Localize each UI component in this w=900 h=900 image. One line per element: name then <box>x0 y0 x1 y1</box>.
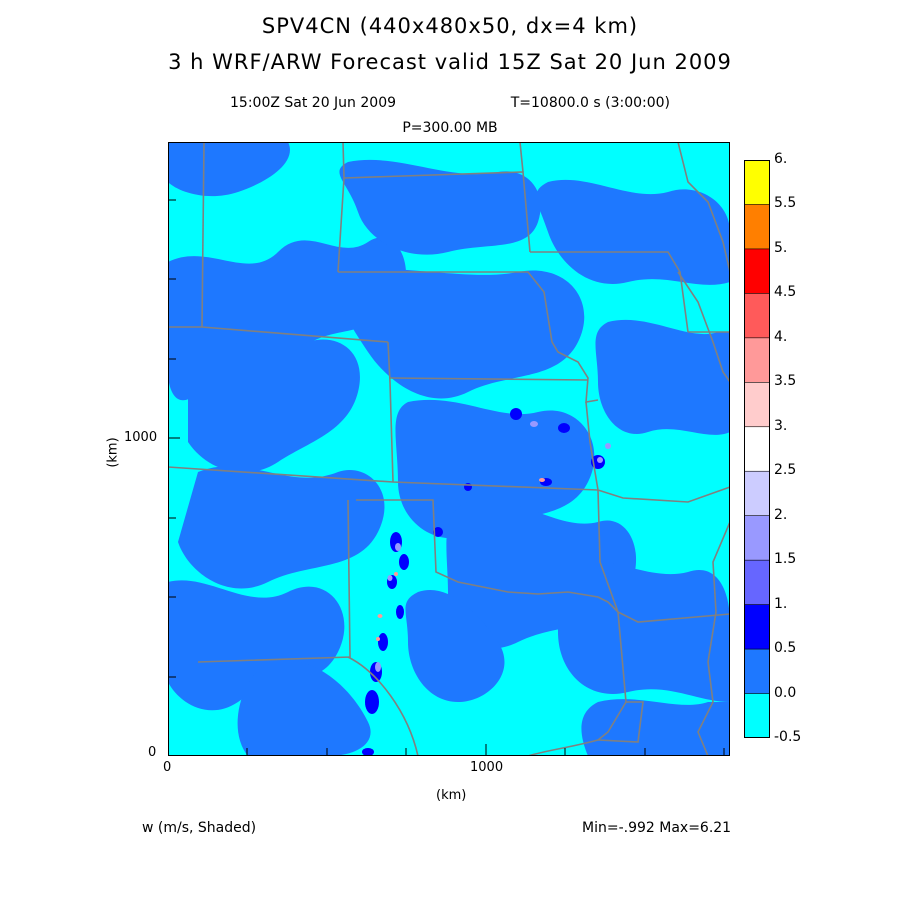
colorbar-label: 5.5 <box>774 195 797 212</box>
colorbar-swatch <box>744 693 770 738</box>
colorbar-label: 1. <box>774 595 788 612</box>
colorbar-swatch <box>744 160 770 206</box>
colorbar-swatch <box>744 426 770 473</box>
colorbar-swatch <box>744 337 770 384</box>
colorbar-label: 0.0 <box>774 684 797 701</box>
valid-time-label: 15:00Z Sat 20 Jun 2009 <box>230 95 397 111</box>
colorbar-swatch <box>744 248 770 295</box>
colorbar-label: 1.5 <box>774 551 797 568</box>
colorbar-label: 3.5 <box>774 373 797 390</box>
shading-strong-cells <box>376 478 545 641</box>
shading-1-to-2 <box>375 421 611 672</box>
y-tick-0: 0 <box>148 745 157 760</box>
colorbar-swatch <box>744 204 770 250</box>
min-max-label: Min=-.992 Max=6.21 <box>582 820 732 836</box>
colorbar-swatch <box>744 648 770 695</box>
map-title-line2: 3 h WRF/ARW Forecast valid 15Z Sat 20 Ju… <box>168 50 732 74</box>
colorbar-swatch <box>744 604 770 650</box>
colorbar-label: -0.5 <box>774 729 802 745</box>
colorbar-label: 4.5 <box>774 284 797 301</box>
colorbar-swatch <box>744 559 770 606</box>
colorbar-swatch <box>744 515 770 561</box>
map-title-line1: SPV4CN (440x480x50, dx=4 km) <box>261 14 639 38</box>
colorbar-label: 6. <box>774 151 788 167</box>
colorbar-label: 3. <box>774 417 788 434</box>
colorbar-label: 4. <box>774 328 788 345</box>
colorbar <box>744 160 770 738</box>
colorbar-swatch <box>744 382 770 428</box>
colorbar-swatch <box>744 293 770 339</box>
forecast-time-label: T=10800.0 s (3:00:00) <box>510 95 670 111</box>
colorbar-label: 2.5 <box>774 462 797 479</box>
y-tick-1000: 1000 <box>124 430 158 445</box>
forecast-map <box>168 142 730 756</box>
field-label: w (m/s, Shaded) <box>142 820 257 836</box>
x-axis-unit: (km) <box>436 788 467 803</box>
colorbar-label: 0.5 <box>774 640 797 657</box>
colorbar-label: 5. <box>774 239 788 256</box>
pressure-level-label: P=300.00 MB <box>402 120 498 136</box>
colorbar-swatch <box>744 470 770 517</box>
shading-0-to-0.5 <box>168 142 730 756</box>
x-tick-1000: 1000 <box>470 760 504 775</box>
x-tick-0: 0 <box>163 760 172 775</box>
colorbar-label: 2. <box>774 506 788 523</box>
y-axis-unit: (km) <box>105 437 121 468</box>
state-borders <box>168 142 730 756</box>
axis-ticks <box>168 199 725 756</box>
